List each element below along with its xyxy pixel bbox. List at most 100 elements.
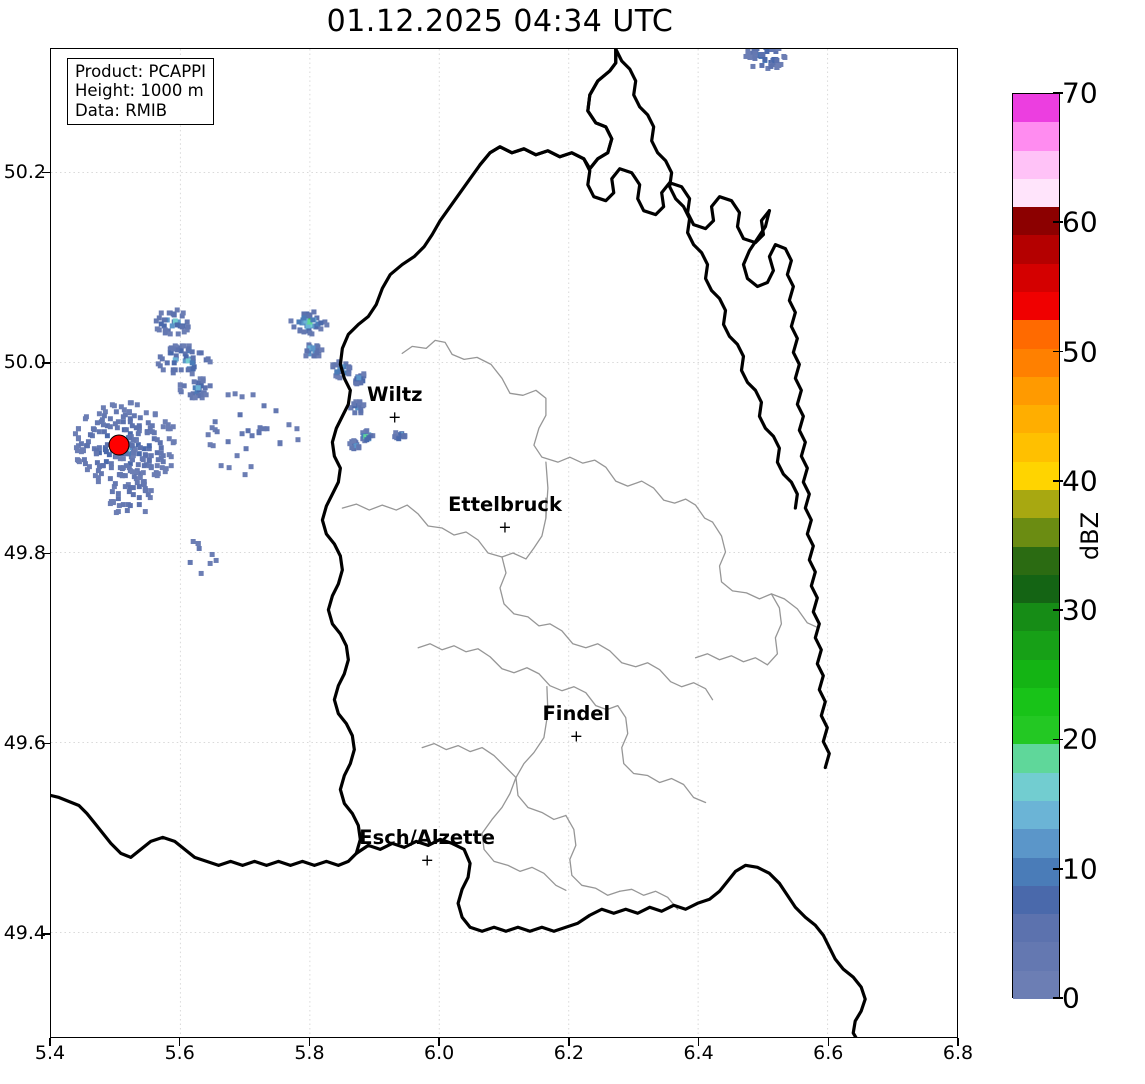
echo-pixel <box>136 502 142 508</box>
colorbar-segment <box>1013 376 1059 406</box>
echo-pixel <box>778 61 784 67</box>
colorbar <box>1012 93 1060 999</box>
echo-pixel <box>130 453 136 459</box>
echo-pixel <box>332 362 338 368</box>
echo-pixel <box>140 457 146 463</box>
echo-pixel <box>107 501 113 507</box>
echo-pixel <box>759 62 765 68</box>
map-plot-area: Product: PCAPPI Height: 1000 m Data: RMI… <box>50 48 958 1038</box>
echo-pixel <box>124 508 130 514</box>
echo-pixel <box>158 310 164 316</box>
echo-pixel <box>311 353 317 359</box>
colorbar-segment <box>1013 291 1059 321</box>
echo-pixel <box>146 458 152 464</box>
x-tick-label: 6.0 <box>424 1042 455 1064</box>
colorbar-tick-label: 40 <box>1062 464 1098 498</box>
colorbar-tick-mark <box>1053 92 1063 94</box>
echo-pixel <box>768 63 774 69</box>
echo-pixel <box>120 456 126 462</box>
colorbar-segment <box>1013 546 1059 575</box>
echo-pixel <box>351 401 357 407</box>
info-height: Height: 1000 m <box>75 81 204 101</box>
city-label: Ettelbruck <box>448 492 562 516</box>
echo-pixel <box>209 425 215 431</box>
echo-pixel <box>356 445 362 451</box>
echo-pixel <box>351 438 357 444</box>
echo-pixel <box>357 400 363 406</box>
y-tick-mark <box>42 742 50 745</box>
echo-pixel <box>745 49 751 52</box>
echo-pixel <box>318 320 324 326</box>
echo-pixel <box>99 463 105 469</box>
echo-pixel <box>111 484 117 490</box>
echo-pixel <box>146 443 152 449</box>
colorbar-segment <box>1013 942 1059 971</box>
echo-pixel <box>123 451 129 457</box>
echo-pixel <box>161 323 167 329</box>
echo-pixel <box>95 475 101 481</box>
echo-pixel <box>101 413 107 419</box>
city-marker: + <box>420 850 434 870</box>
echo-pixel <box>108 461 114 467</box>
echo-pixel <box>363 434 369 440</box>
echo-pixel <box>264 426 270 432</box>
map-canvas <box>51 49 957 1037</box>
echo-pixel <box>127 419 133 425</box>
echo-pixel <box>214 429 220 435</box>
echo-pixel <box>120 502 126 508</box>
echo-pixel <box>136 428 142 434</box>
echo-pixel <box>141 482 147 488</box>
echo-pixel <box>143 488 149 494</box>
echo-pixel <box>185 346 191 352</box>
echo-pixel <box>102 409 108 415</box>
echo-pixel <box>335 374 341 380</box>
echo-pixel <box>128 442 134 448</box>
echo-pixel <box>126 409 132 415</box>
colorbar-tick-mark <box>1053 738 1063 741</box>
echo-pixel <box>141 463 147 469</box>
echo-pixel <box>179 313 185 319</box>
echo-pixel <box>237 412 243 418</box>
echo-pixel <box>113 454 119 460</box>
echo-pixel <box>93 451 99 457</box>
echo-pixel <box>102 447 108 453</box>
echo-pixel <box>83 414 89 420</box>
echo-pixel <box>127 461 133 467</box>
colorbar-tick-mark <box>1053 997 1063 999</box>
echo-pixel <box>166 310 172 316</box>
echo-pixel <box>319 347 325 353</box>
colorbar-segment <box>1013 207 1059 236</box>
echo-pixel <box>145 492 151 498</box>
echo-pixel <box>84 443 90 449</box>
echo-pixel <box>392 434 398 440</box>
echo-pixel <box>248 464 254 470</box>
colorbar-tick-mark <box>1053 480 1063 482</box>
colorbar-tick-mark <box>1053 350 1063 353</box>
city-label: Wiltz <box>366 383 423 407</box>
city-label: Findel <box>542 702 611 726</box>
echo-pixel <box>185 358 191 364</box>
x-tick-mark <box>697 1038 700 1046</box>
echo-pixel <box>174 347 180 353</box>
x-tick-label: 6.6 <box>813 1042 844 1064</box>
echo-pixel <box>225 392 231 398</box>
x-tick-mark <box>308 1038 311 1046</box>
colorbar-segment <box>1013 687 1059 717</box>
echo-pixel <box>101 429 107 435</box>
echo-pixel <box>171 439 177 445</box>
country-border-ne-top <box>614 49 799 510</box>
echo-pixel <box>347 441 353 447</box>
radar-station-marker[interactable] <box>108 434 130 456</box>
echo-pixel <box>358 403 364 409</box>
echo-pixel <box>107 476 113 482</box>
echo-pixel <box>175 319 181 325</box>
echo-pixel <box>81 457 87 463</box>
echo-pixel <box>107 424 113 430</box>
x-tick-mark <box>49 1038 51 1046</box>
echo-pixel <box>190 391 196 397</box>
colorbar-tick-label: 0 <box>1062 981 1080 1015</box>
grid-lines <box>51 49 957 1037</box>
echo-pixel <box>185 367 191 373</box>
echo-pixel <box>135 442 141 448</box>
echo-pixel <box>137 471 143 477</box>
